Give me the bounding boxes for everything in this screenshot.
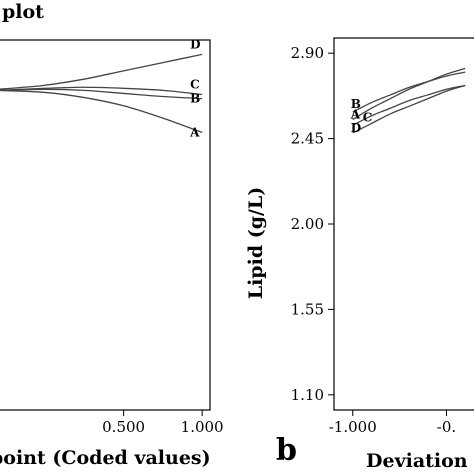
right-panel: BA CD 1.10 1.55 2.00 2.45 2.90 -1.000 -0. Lipi… xyxy=(245,37,474,472)
right-series-label-b: B xyxy=(351,97,361,111)
left-panel: D CB A 0.500 1.000 plot point (Coded values… xyxy=(0,1,224,469)
right-series-line-b xyxy=(352,71,466,113)
right-x-tick-label: -1.000 xyxy=(329,418,377,436)
right-series-line-c xyxy=(352,84,466,126)
left-x-ticks: 0.500 1.000 xyxy=(102,410,224,436)
right-series-line-a xyxy=(352,67,466,121)
right-y-tick-label: 2.00 xyxy=(291,215,324,233)
right-y-tick-label: 1.10 xyxy=(291,386,324,404)
right-y-tick-label: 2.45 xyxy=(291,130,324,148)
panel-label-b: b xyxy=(276,433,297,468)
left-series-line-d xyxy=(0,53,203,90)
left-series-label-c: C xyxy=(190,78,200,92)
right-plot-frame xyxy=(333,37,474,411)
right-y-tick-label: 2.90 xyxy=(291,44,324,62)
left-series-group: D CB A xyxy=(0,37,203,140)
right-x-tick-label: -0. xyxy=(437,418,456,436)
right-series-label-c: C xyxy=(363,110,373,124)
right-y-ticks: 1.10 1.55 2.00 2.45 2.90 xyxy=(291,44,334,404)
left-series-label-b: B xyxy=(190,92,200,106)
right-series-group: BA CD xyxy=(350,67,466,135)
right-x-axis-label: Deviation xyxy=(366,450,468,472)
left-chart-title: plot xyxy=(2,1,44,23)
left-x-tick-label: 0.500 xyxy=(102,418,145,436)
left-series-line-c xyxy=(0,86,203,96)
right-series-line-d xyxy=(352,84,466,134)
right-x-ticks: -1.000 -0. xyxy=(329,410,456,436)
left-series-line-b xyxy=(0,88,203,100)
left-plot-frame xyxy=(0,39,211,411)
left-series-label-d: D xyxy=(190,37,200,51)
left-series-label-a: A xyxy=(189,126,200,140)
right-y-tick-label: 1.55 xyxy=(291,300,324,318)
left-x-tick-label: 1.000 xyxy=(181,418,224,436)
left-x-axis-label: point (Coded values) xyxy=(0,447,211,469)
right-y-axis-label: Lipid (g/L) xyxy=(245,187,267,300)
right-series-label-a: A xyxy=(350,108,361,122)
left-series-line-a xyxy=(0,89,203,134)
right-series-label-d: D xyxy=(351,121,361,135)
